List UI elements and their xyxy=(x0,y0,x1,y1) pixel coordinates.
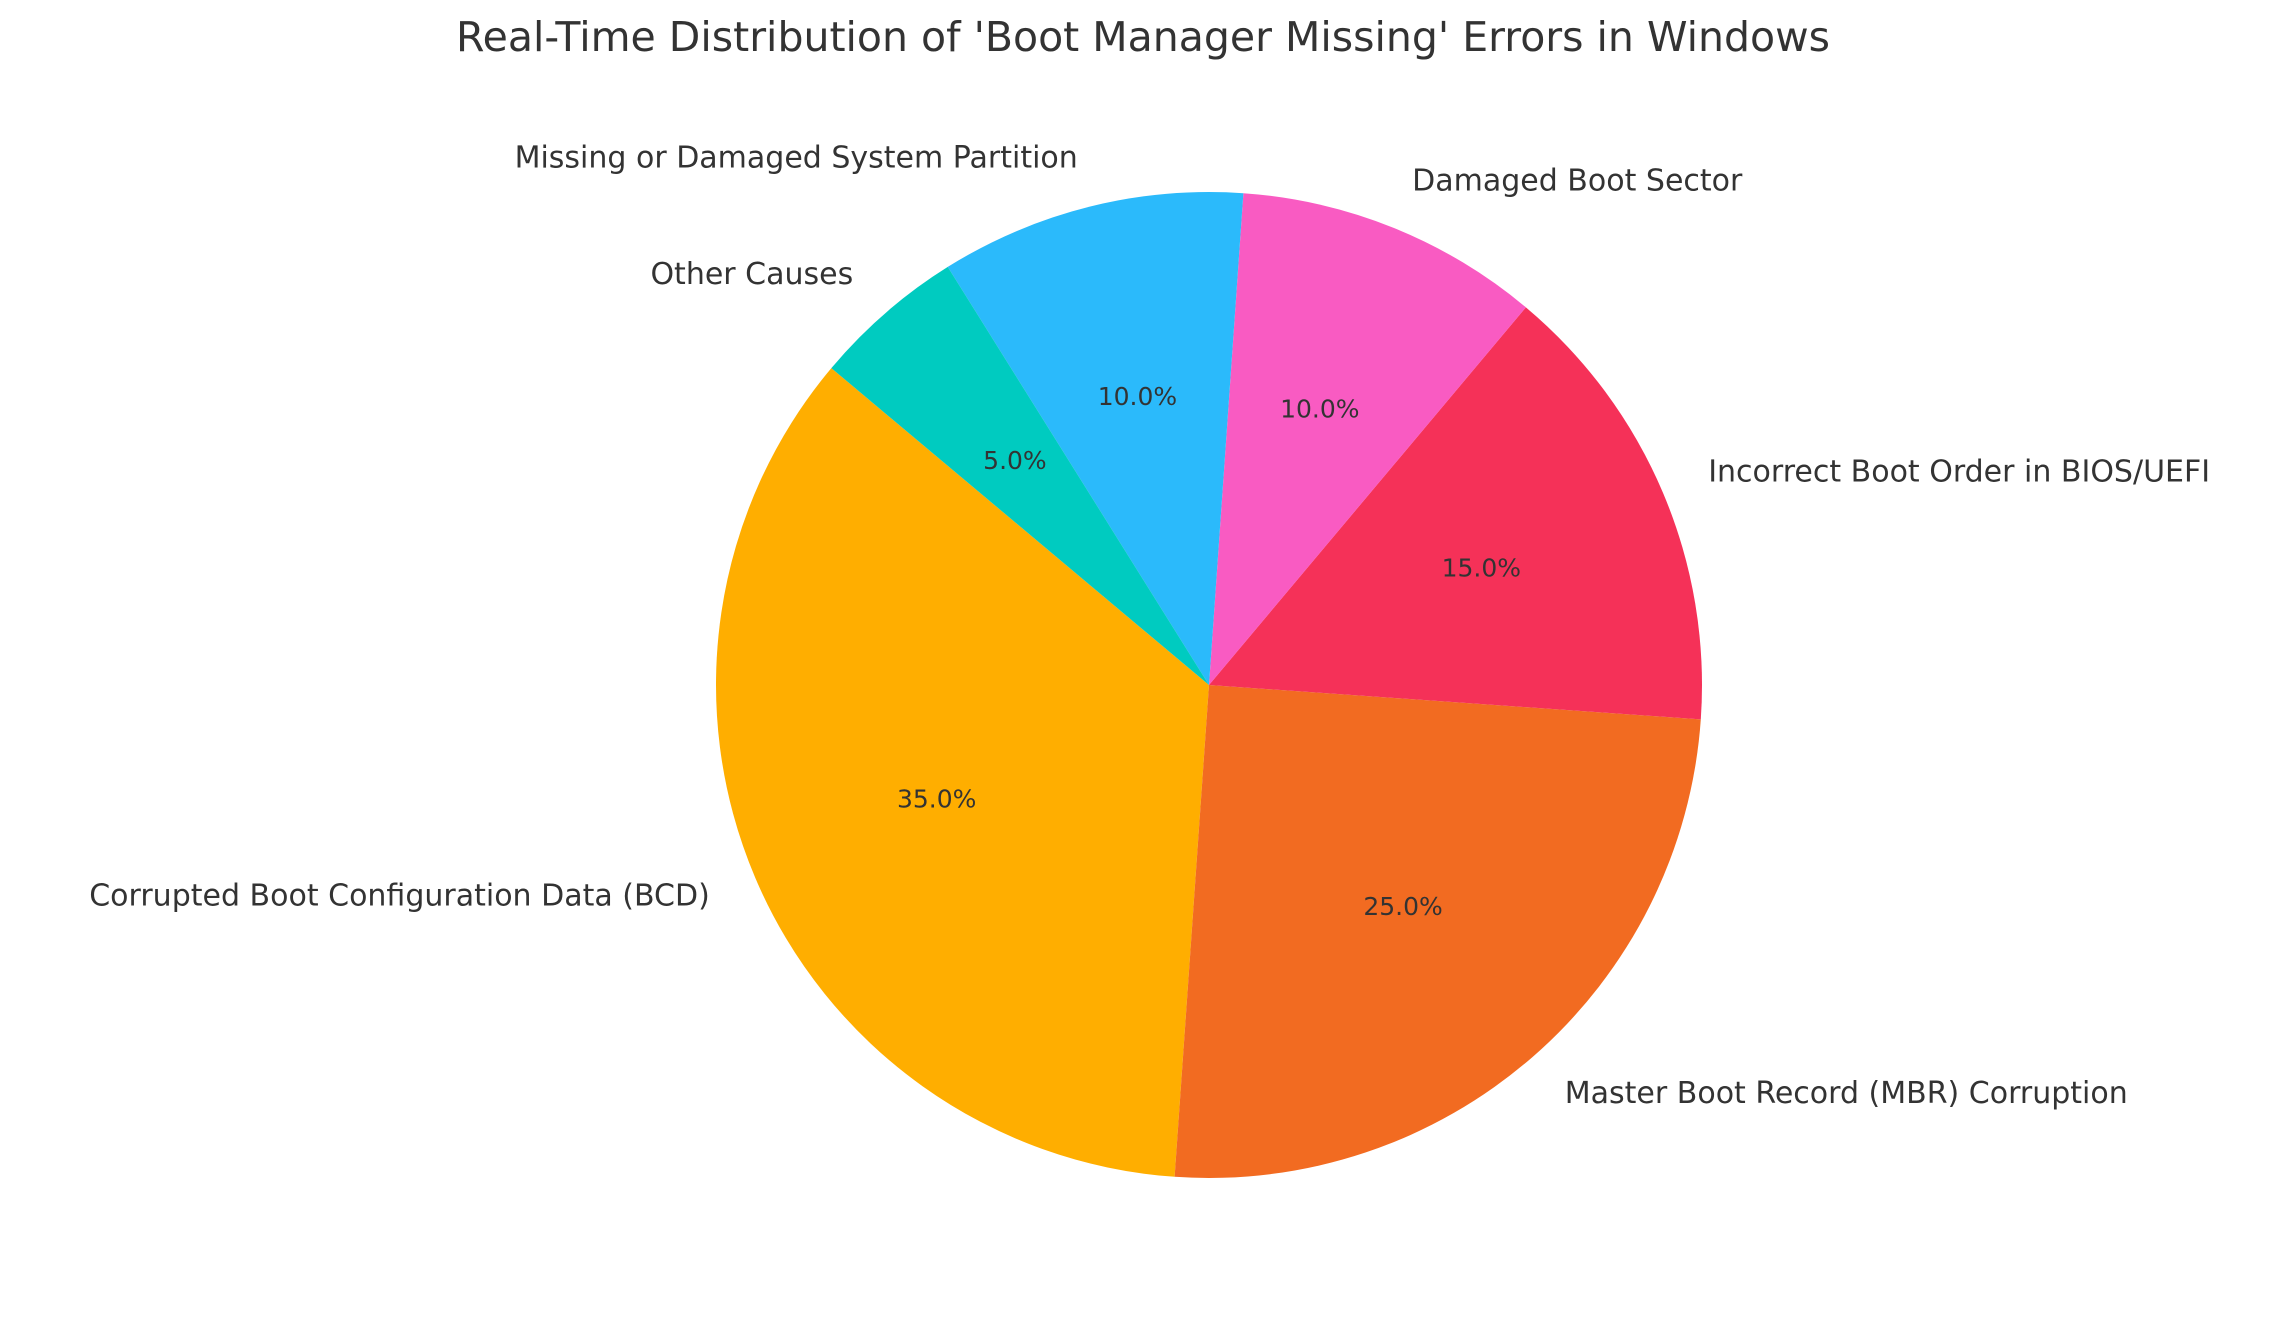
slice-label: Damaged Boot Sector xyxy=(1412,164,1743,199)
slice-label: Master Boot Record (MBR) Corruption xyxy=(1565,1076,2128,1111)
pie-slice xyxy=(716,368,1209,1177)
chart-title: Real-Time Distribution of 'Boot Manager … xyxy=(456,13,1830,61)
value-label: 5.0% xyxy=(983,446,1047,475)
pie-slice xyxy=(1209,193,1526,685)
value-label: 35.0% xyxy=(897,785,976,814)
value-label: 25.0% xyxy=(1363,892,1442,921)
value-label: 10.0% xyxy=(1280,395,1359,424)
pie-slice xyxy=(1174,685,1701,1178)
slice-label: Corrupted Boot Configuration Data (BCD) xyxy=(89,878,710,913)
value-label: 10.0% xyxy=(1098,382,1177,411)
pie-slice xyxy=(831,266,1209,685)
value-label: 15.0% xyxy=(1442,553,1521,582)
slice-label: Other Causes xyxy=(650,257,853,292)
slice-label: Missing or Damaged System Partition xyxy=(515,140,1078,175)
pie-slice xyxy=(1209,307,1702,720)
slice-label: Incorrect Boot Order in BIOS/UEFI xyxy=(1708,455,2210,490)
pie-slice xyxy=(947,192,1244,685)
